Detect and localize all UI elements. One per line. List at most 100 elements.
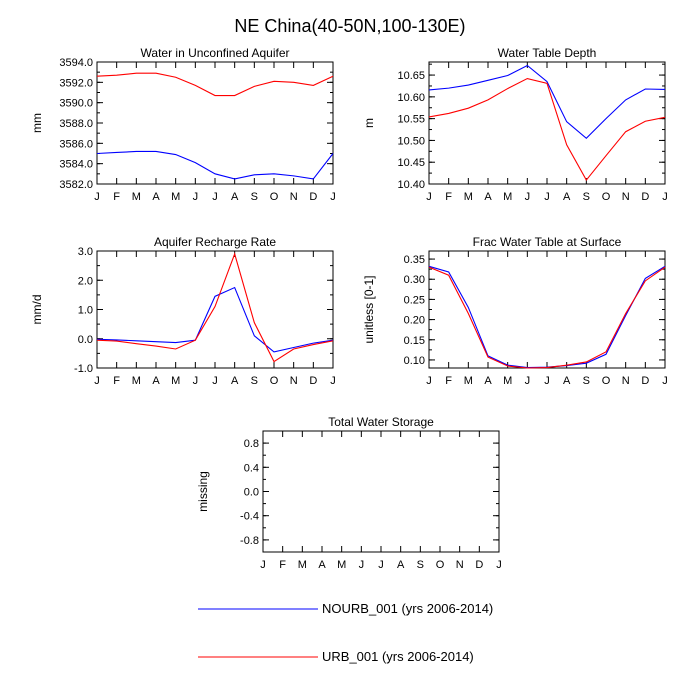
- x-tick-label: F: [445, 191, 452, 203]
- x-tick-label: J: [525, 375, 531, 387]
- y-tick-label: 0.0: [78, 334, 93, 346]
- y-tick-label: 10.55: [397, 114, 425, 126]
- x-tick-label: A: [563, 191, 571, 203]
- y-tick-label: 0.8: [244, 438, 259, 450]
- x-tick-label: S: [417, 559, 424, 571]
- x-tick-label: J: [426, 375, 432, 387]
- series-line-urb-001: [428, 266, 666, 369]
- panel-title: Water in Unconfined Aquifer: [141, 46, 290, 60]
- x-tick-label: M: [464, 375, 473, 387]
- x-tick-label: J: [662, 191, 668, 203]
- y-tick-label: 10.60: [397, 92, 425, 104]
- x-tick-label: D: [309, 191, 317, 203]
- plot-frame: [96, 250, 334, 369]
- x-tick-label: F: [279, 559, 286, 571]
- x-tick-label: N: [290, 375, 298, 387]
- y-axis-label: m: [362, 118, 376, 128]
- x-tick-label: J: [94, 375, 100, 387]
- y-tick-label: 3586.0: [59, 138, 93, 150]
- panel-title: Water Table Depth: [498, 46, 597, 60]
- y-axis-label: missing: [196, 471, 210, 512]
- series-line-urb-001: [96, 252, 334, 363]
- x-tick-label: N: [456, 559, 464, 571]
- x-tick-label: J: [193, 191, 199, 203]
- x-tick-label: A: [484, 191, 492, 203]
- x-tick-label: M: [171, 375, 180, 387]
- x-tick-label: A: [484, 375, 492, 387]
- y-tick-label: -0.4: [240, 511, 259, 523]
- x-tick-label: J: [359, 559, 365, 571]
- y-axis-label: unitless [0-1]: [362, 275, 376, 343]
- x-tick-label: A: [231, 375, 239, 387]
- series-line-nourb-001: [96, 286, 334, 353]
- y-tick-label: 0.0: [244, 487, 259, 499]
- x-tick-label: D: [641, 375, 649, 387]
- y-tick-label: 3582.0: [59, 179, 93, 191]
- x-tick-label: D: [309, 375, 317, 387]
- y-tick-label: 1.0: [78, 305, 93, 317]
- x-tick-label: S: [251, 375, 258, 387]
- panel-title: Frac Water Table at Surface: [473, 235, 622, 249]
- x-tick-label: M: [132, 191, 141, 203]
- x-tick-label: M: [132, 375, 141, 387]
- x-tick-label: M: [503, 191, 512, 203]
- series-line-nourb-001: [96, 150, 334, 180]
- panel-title: Total Water Storage: [328, 415, 434, 429]
- x-tick-label: J: [94, 191, 100, 203]
- x-tick-label: J: [212, 375, 218, 387]
- x-tick-label: O: [270, 375, 279, 387]
- y-tick-label: -0.8: [240, 535, 259, 547]
- x-tick-label: N: [622, 375, 630, 387]
- x-tick-label: J: [496, 559, 502, 571]
- x-tick-label: N: [622, 191, 630, 203]
- y-tick-label: 0.30: [404, 274, 425, 286]
- y-tick-label: 3590.0: [59, 98, 93, 110]
- x-tick-label: J: [378, 559, 384, 571]
- y-tick-label: 0.4: [244, 462, 259, 474]
- series-line-urb-001: [428, 77, 666, 182]
- y-tick-label: 10.65: [397, 70, 425, 82]
- x-tick-label: F: [113, 375, 120, 387]
- x-tick-label: J: [662, 375, 668, 387]
- x-tick-label: O: [602, 191, 611, 203]
- y-tick-label: 3592.0: [59, 77, 93, 89]
- x-tick-label: D: [475, 559, 483, 571]
- x-tick-label: M: [464, 191, 473, 203]
- y-tick-label: 3588.0: [59, 118, 93, 130]
- plot-frame: [96, 61, 334, 185]
- y-tick-label: 0.35: [404, 254, 425, 266]
- x-tick-label: A: [152, 375, 160, 387]
- y-tick-label: 3.0: [78, 246, 93, 258]
- x-tick-label: F: [113, 191, 120, 203]
- figure-title: NE China(40-50N,100-130E): [234, 16, 465, 36]
- x-tick-label: F: [445, 375, 452, 387]
- legend-label-urb: URB_001 (yrs 2006-2014): [322, 649, 474, 664]
- x-tick-label: J: [544, 191, 550, 203]
- x-tick-label: S: [583, 375, 590, 387]
- x-tick-label: S: [251, 191, 258, 203]
- y-tick-label: 0.25: [404, 294, 425, 306]
- legend-label-nourb: NOURB_001 (yrs 2006-2014): [322, 601, 493, 616]
- x-tick-label: J: [330, 375, 336, 387]
- plot-frame: [262, 430, 500, 553]
- x-tick-label: A: [318, 559, 326, 571]
- series-line-nourb-001: [428, 265, 666, 369]
- plot-frame: [428, 61, 666, 185]
- y-axis-label: mm: [30, 113, 44, 133]
- y-tick-label: 10.45: [397, 157, 425, 169]
- x-tick-label: M: [298, 559, 307, 571]
- x-tick-label: A: [231, 191, 239, 203]
- y-tick-label: 0.20: [404, 315, 425, 327]
- x-tick-label: J: [212, 191, 218, 203]
- x-tick-label: O: [602, 375, 611, 387]
- x-tick-label: J: [193, 375, 199, 387]
- x-tick-label: O: [270, 191, 279, 203]
- y-tick-label: -1.0: [74, 363, 93, 375]
- y-tick-label: 3594.0: [59, 57, 93, 69]
